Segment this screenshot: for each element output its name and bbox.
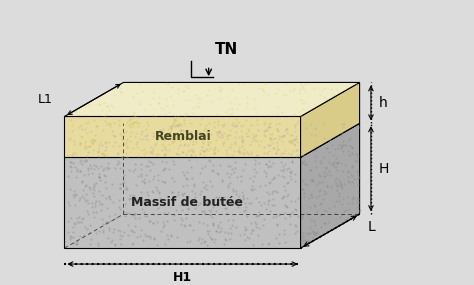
Text: L: L (368, 219, 375, 234)
Polygon shape (64, 82, 360, 117)
Polygon shape (64, 117, 301, 157)
Text: TN: TN (215, 42, 238, 57)
Text: Massif de butée: Massif de butée (131, 196, 243, 209)
Text: H1: H1 (173, 271, 192, 284)
Polygon shape (64, 157, 301, 248)
Polygon shape (301, 82, 360, 157)
Text: h: h (379, 96, 388, 110)
Text: H: H (379, 162, 390, 176)
Polygon shape (64, 123, 360, 157)
Text: L1: L1 (38, 93, 53, 106)
Text: Remblai: Remblai (155, 131, 212, 143)
Polygon shape (301, 123, 360, 248)
